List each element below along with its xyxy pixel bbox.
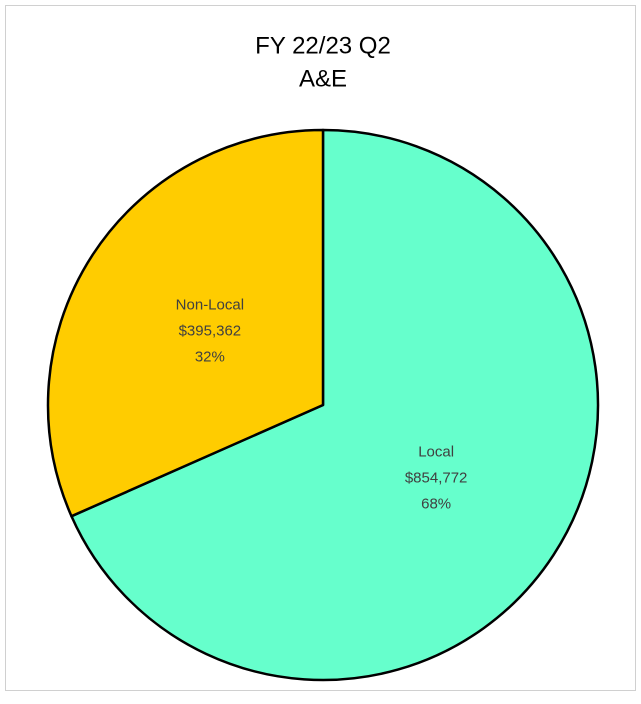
slice-value-label: $395,362 (179, 322, 242, 339)
slice-category-label: Non-Local (176, 296, 244, 313)
chart-title: FY 22/23 Q2 (255, 32, 391, 59)
slice-category-label: Local (418, 444, 454, 461)
slice-percent-label: 68% (421, 496, 451, 513)
chart-subtitle: A&E (299, 65, 347, 92)
slice-percent-label: 32% (195, 348, 225, 365)
pie-slice (70, 128, 600, 682)
pie-slice (46, 128, 325, 518)
slice-value-label: $854,772 (405, 470, 468, 487)
